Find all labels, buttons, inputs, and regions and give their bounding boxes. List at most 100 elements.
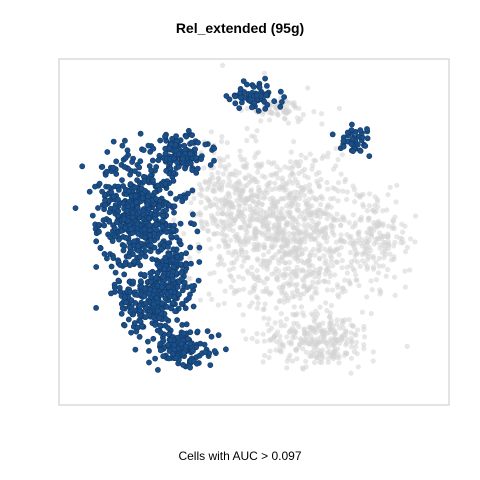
scatter-point-low (376, 263, 382, 269)
scatter-point-low (264, 233, 270, 239)
scatter-point-low (237, 153, 243, 159)
scatter-point-low (244, 254, 250, 261)
scatter-point-low (377, 291, 383, 297)
scatter-point-low (222, 201, 228, 207)
scatter-point-low (340, 325, 346, 331)
scatter-point-low (244, 105, 250, 112)
scatter-point-low (338, 171, 344, 177)
scatter-point-high (141, 234, 148, 241)
scatter-point-low (218, 187, 224, 193)
scatter-point-low (327, 273, 333, 279)
scatter-point-high (167, 288, 174, 295)
scatter-point-low (254, 331, 260, 337)
scatter-point-low (330, 263, 336, 269)
scatter-point-high (95, 221, 102, 228)
scatter-point-high (127, 308, 134, 315)
scatter-point-low (220, 157, 227, 163)
scatter-point-low (253, 151, 259, 157)
scatter-point-low (216, 175, 222, 181)
scatter-point-low (324, 238, 330, 245)
scatter-point-high (97, 244, 104, 251)
scatter-point-low (370, 349, 376, 355)
scatter-point-low (327, 349, 333, 355)
chart-title: Rel_extended (95g) (175, 20, 305, 36)
scatter-point-low (325, 359, 331, 365)
scatter-point-high (123, 234, 129, 241)
scatter-point-low (353, 332, 359, 338)
scatter-point-high (182, 305, 189, 312)
scatter-point-high (187, 160, 194, 167)
scatter-point-high (111, 284, 118, 291)
scatter-point-low (323, 211, 329, 217)
scatter-point-low (382, 246, 388, 252)
scatter-point-low (303, 349, 309, 355)
scatter-point-low (399, 221, 405, 227)
scatter-point-high (159, 212, 166, 219)
scatter-point-low (215, 211, 221, 217)
scatter-point-high (127, 289, 134, 295)
scatter-point-high (153, 195, 159, 202)
scatter-point-low (347, 249, 354, 256)
scatter-point-high (144, 338, 151, 345)
scatter-point-low (254, 256, 261, 262)
scatter-point-high (141, 271, 148, 278)
scatter-point-low (341, 215, 347, 221)
scatter-point-low (391, 256, 397, 262)
scatter-point-low (237, 203, 243, 209)
scatter-point-low (368, 278, 374, 284)
scatter-point-low (351, 257, 358, 263)
scatter-point-low (371, 223, 377, 229)
scatter-point-low (221, 300, 227, 306)
scatter-point-low (191, 195, 197, 201)
scatter-point-low (364, 264, 371, 270)
scatter-point-low (253, 162, 259, 168)
scatter-point-low (373, 277, 379, 283)
scatter-point-low (353, 272, 359, 278)
scatter-point-low (307, 151, 313, 157)
scatter-point-high (189, 187, 196, 194)
scatter-point-low (264, 263, 270, 269)
scatter-point-high (157, 340, 164, 347)
scatter-point-high (116, 186, 122, 193)
scatter-point-low (311, 109, 317, 115)
scatter-point-low (268, 336, 274, 342)
scatter-point-low (216, 179, 222, 185)
scatter-point-low (338, 232, 344, 238)
scatter-point-low (278, 323, 284, 329)
scatter-point-low (259, 201, 265, 207)
scatter-point-low (292, 282, 299, 288)
scatter-point-low (227, 179, 233, 185)
scatter-point-low (238, 242, 244, 248)
scatter-point-high (116, 236, 122, 243)
scatter-point-low (220, 171, 227, 177)
scatter-point-high (263, 92, 269, 99)
scatter-point-low (315, 207, 321, 213)
scatter-point-high (262, 105, 269, 112)
scatter-point-low (249, 300, 255, 306)
scatter-point-low (226, 267, 233, 273)
scatter-point-high (149, 157, 156, 164)
scatter-point-high (178, 269, 185, 276)
scatter-point-low (354, 351, 360, 357)
scatter-point-low (266, 106, 272, 112)
scatter-point-high (185, 295, 192, 301)
scatter-point-high (350, 148, 356, 154)
scatter-point-low (289, 165, 295, 172)
scatter-point-low (283, 222, 289, 228)
scatter-point-high (187, 340, 193, 347)
scatter-point-low (303, 155, 309, 161)
scatter-point-low (253, 233, 259, 240)
scatter-point-high (208, 333, 215, 340)
scatter-point-low (300, 284, 306, 290)
scatter-point-high (110, 193, 117, 200)
scatter-point-high (120, 247, 127, 254)
scatter-point-low (328, 213, 334, 219)
scatter-point-low (264, 275, 270, 282)
scatter-point-low (278, 243, 284, 249)
scatter-point-high (201, 341, 208, 348)
scatter-point-low (380, 263, 386, 269)
scatter-point-high (191, 221, 197, 228)
scatter-point-low (280, 285, 286, 291)
scatter-point-low (325, 186, 331, 192)
scatter-point-low (313, 308, 319, 314)
